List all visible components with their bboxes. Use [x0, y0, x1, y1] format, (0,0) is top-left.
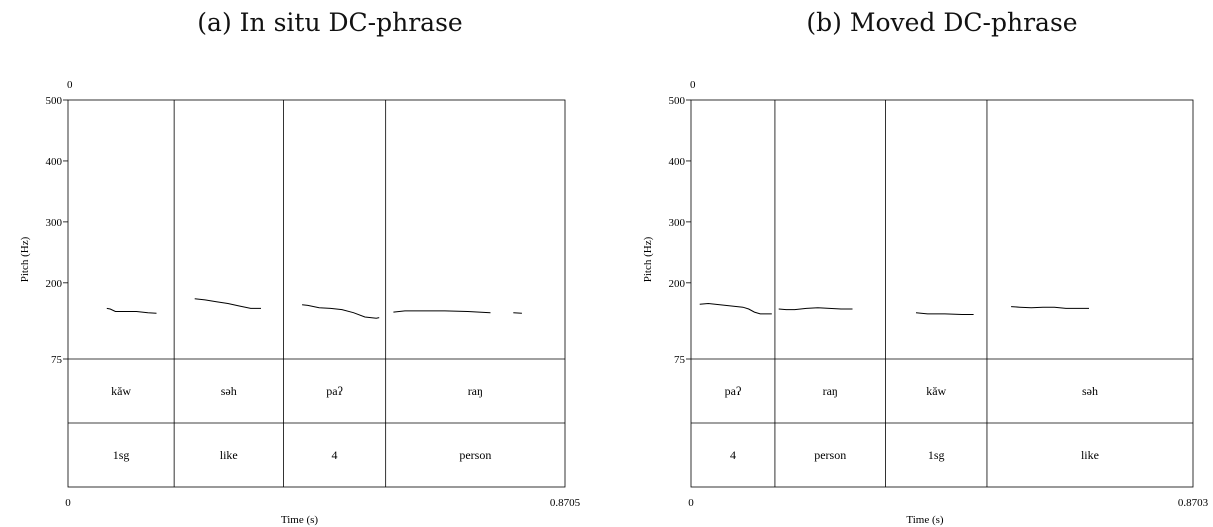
x-axis-label-b: Time (s)	[906, 514, 944, 526]
pitch-contour-b-1	[778, 307, 853, 311]
plot-frame-b	[690, 99, 1194, 488]
top-axis-label-a: 0	[67, 79, 73, 91]
tier2-label-b-2: 1sg	[928, 448, 945, 462]
tier2-label-b-1: person	[814, 448, 846, 462]
pitch-contour-a-0	[106, 307, 157, 314]
pitch-contour-a-2	[302, 304, 380, 319]
tier2-label-a-3: person	[459, 448, 491, 462]
tier1-label-a-2: paʔ	[326, 384, 343, 398]
y-tick-label-a-4: 75	[51, 354, 63, 366]
pitch-contour-b-2	[915, 312, 974, 315]
y-axis-label-b: Pitch (Hz)	[642, 236, 654, 282]
x-end-label-a: 0.8705	[550, 497, 581, 509]
top-axis-label-b: 0	[690, 79, 696, 91]
pitch-contour-a-1	[194, 298, 261, 309]
panel-a-title: (a) In situ DC-phrase	[197, 8, 463, 37]
tier1-label-b-3: səh	[1082, 384, 1098, 398]
panel-b-title: (b) Moved DC-phrase	[806, 8, 1078, 37]
plot-frame-a	[67, 99, 566, 488]
y-tick-label-b-2: 300	[669, 217, 686, 229]
y-tick-label-b-0: 500	[669, 95, 686, 107]
tier1-label-a-0: kăw	[111, 384, 131, 398]
tier2-label-a-2: 4	[332, 448, 338, 462]
y-tick-label-b-3: 200	[669, 278, 686, 290]
tier2-label-a-0: 1sg	[113, 448, 130, 462]
tier2-label-b-3: like	[1081, 448, 1099, 462]
pitch-contour-b-3	[1011, 306, 1089, 309]
y-tick-label-a-0: 500	[46, 95, 63, 107]
tier1-label-a-1: səh	[221, 384, 237, 398]
tier2-label-a-1: like	[220, 448, 238, 462]
y-tick-label-a-2: 300	[46, 217, 63, 229]
pitch-contour-a-3	[393, 310, 491, 314]
x-start-label-b: 0	[688, 497, 694, 509]
y-tick-label-b-4: 75	[674, 354, 686, 366]
pitch-contour-b-0	[699, 302, 772, 315]
x-start-label-a: 0	[65, 497, 71, 509]
tier1-label-a-3: raŋ	[468, 384, 483, 398]
y-tick-label-a-1: 400	[46, 156, 63, 168]
tier1-label-b-2: kăw	[926, 384, 946, 398]
tier1-label-b-1: raŋ	[823, 384, 838, 398]
y-axis-label-a: Pitch (Hz)	[19, 236, 31, 282]
y-tick-label-b-1: 400	[669, 156, 686, 168]
tier2-label-b-0: 4	[730, 448, 736, 462]
tier1-label-b-0: paʔ	[725, 384, 742, 398]
x-end-label-b: 0.8703	[1178, 497, 1209, 509]
pitch-contour-a-4	[513, 312, 522, 314]
x-axis-label-a: Time (s)	[281, 514, 319, 526]
y-tick-label-a-3: 200	[46, 278, 63, 290]
